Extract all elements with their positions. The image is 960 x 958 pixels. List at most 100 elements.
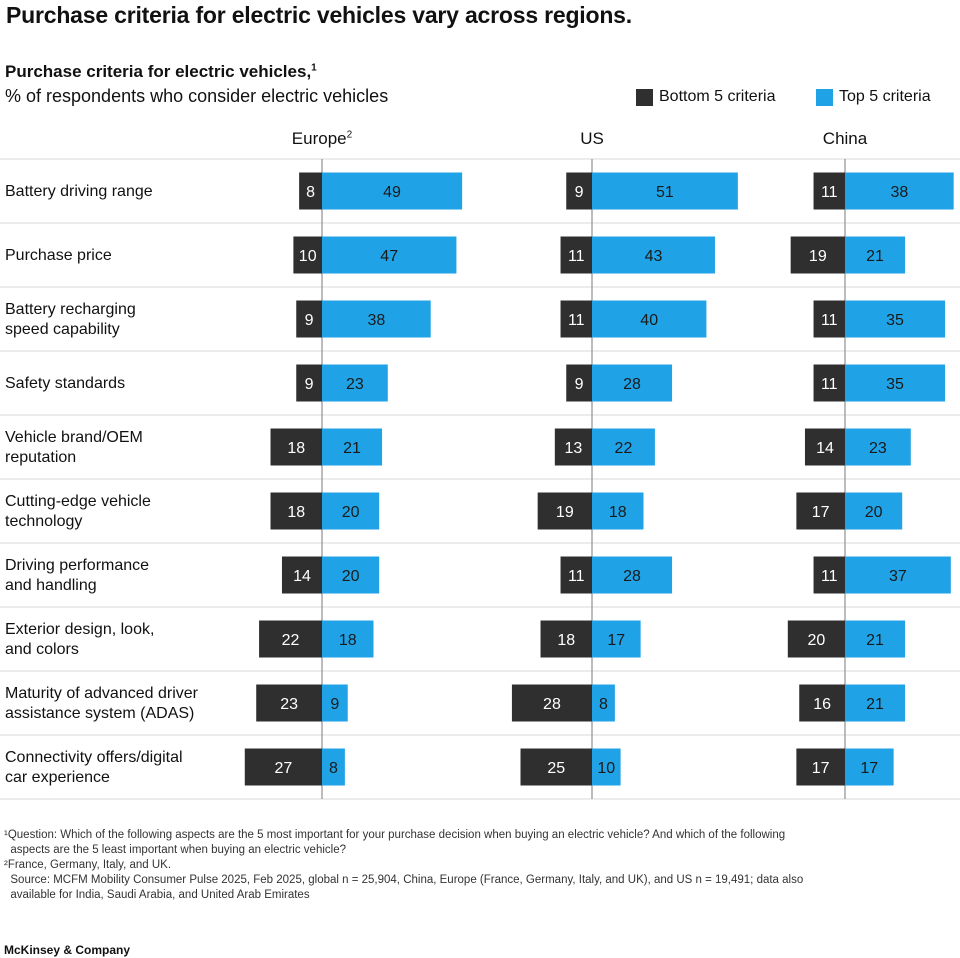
bar-top-europe	[322, 684, 348, 722]
value-label-top-us: 51	[656, 184, 674, 201]
bar-top-us	[592, 556, 673, 594]
category-label: Battery driving range	[5, 183, 153, 200]
category-label-line: reputation	[5, 449, 76, 466]
bar-bottom-china	[813, 300, 845, 338]
region-header-us: US	[580, 129, 604, 148]
category-label: Maturity of advanced driver assistance sy…	[5, 685, 199, 722]
value-label-top-europe: 9	[330, 696, 339, 713]
bar-bottom-china	[813, 364, 845, 402]
footnote-2: ²France, Germany, Italy, and UK.	[4, 859, 172, 871]
value-label-bottom-china: 16	[813, 696, 831, 713]
bar-bottom-us	[560, 300, 592, 338]
bar-bottom-china	[804, 428, 845, 466]
bar-top-us	[592, 300, 707, 338]
legend-top: Top 5 criteria	[816, 88, 931, 106]
value-label-top-europe: 18	[339, 632, 357, 649]
value-label-bottom-china: 19	[809, 248, 827, 265]
value-label-bottom-china: 11	[821, 184, 838, 201]
category-label: Vehicle brand/OEM reputation	[5, 429, 143, 466]
brand-name: McKinsey & Company	[4, 943, 131, 957]
value-label-bottom-us: 28	[543, 696, 561, 713]
value-label-top-us: 28	[623, 568, 641, 585]
category-label: Driving performance and handling	[5, 557, 149, 594]
bar-bottom-us	[537, 492, 592, 530]
category-label-line: Exterior design, look,	[5, 621, 154, 638]
bar-top-us	[592, 236, 715, 274]
bar-bottom-us	[554, 428, 592, 466]
legend-top-label: Top 5 criteria	[839, 88, 931, 105]
bar-top-china	[845, 172, 954, 210]
footnote-1: ¹Question: Which of the following aspect…	[4, 829, 786, 856]
category-label-line: Battery driving range	[5, 183, 153, 200]
category-label: Battery recharging speed capability	[5, 301, 136, 338]
value-label-bottom-us: 9	[575, 184, 584, 201]
bar-bottom-europe	[293, 236, 322, 274]
category-label-line: Purchase price	[5, 247, 112, 264]
category-label-line: Cutting-edge vehicle	[5, 493, 151, 510]
value-label-bottom-europe: 10	[299, 248, 317, 265]
bar-bottom-us	[566, 364, 592, 402]
value-label-bottom-us: 13	[565, 440, 583, 457]
bar-top-europe	[322, 748, 345, 786]
value-label-top-china: 20	[865, 504, 883, 521]
value-label-top-europe: 23	[346, 376, 364, 393]
footnotes: ¹Question: Which of the following aspect…	[4, 828, 934, 903]
headline: Purchase criteria for electric vehicles …	[6, 2, 632, 28]
bar-bottom-europe	[256, 684, 322, 722]
chart-title: Purchase criteria for electric vehicles,…	[5, 62, 317, 81]
legend-top-swatch	[816, 88, 833, 106]
bar-bottom-china	[813, 172, 845, 210]
bar-top-us	[592, 428, 655, 466]
bar-top-us	[592, 684, 615, 722]
category-label-line: and colors	[5, 641, 79, 658]
category-label-line: speed capability	[5, 321, 120, 338]
bar-top-china	[845, 556, 951, 594]
bar-bottom-us	[560, 236, 592, 274]
legend-bottom-label: Bottom 5 criteria	[659, 88, 776, 105]
value-label-bottom-us: 11	[568, 568, 585, 585]
category-label: Exterior design, look, and colors	[5, 621, 154, 658]
bar-bottom-china	[787, 620, 845, 658]
value-label-top-china: 35	[886, 312, 904, 329]
bar-top-us	[592, 364, 673, 402]
bar-bottom-china	[796, 748, 845, 786]
bar-bottom-china	[813, 556, 845, 594]
value-label-bottom-china: 11	[821, 376, 838, 393]
value-label-top-europe: 20	[342, 504, 360, 521]
value-label-bottom-us: 9	[575, 376, 584, 393]
bar-top-europe	[322, 236, 457, 274]
value-label-top-china: 21	[866, 696, 884, 713]
value-label-bottom-us: 19	[556, 504, 574, 521]
value-label-bottom-china: 11	[821, 312, 838, 329]
bar-top-china	[845, 748, 894, 786]
value-label-bottom-europe: 27	[274, 760, 292, 777]
value-label-bottom-us: 11	[568, 248, 585, 265]
bar-top-china	[845, 620, 906, 658]
bar-bottom-china	[796, 492, 845, 530]
bar-bottom-europe	[299, 172, 322, 210]
category-label-line: Battery recharging	[5, 301, 136, 318]
value-label-top-europe: 47	[380, 248, 398, 265]
value-label-top-china: 35	[886, 376, 904, 393]
category-label-line: Driving performance	[5, 557, 149, 574]
bar-top-china	[845, 428, 911, 466]
legend-bottom-swatch	[636, 88, 653, 106]
bar-top-europe	[322, 620, 374, 658]
category-label-line: Safety standards	[5, 375, 125, 392]
category-label-line: car experience	[5, 769, 110, 786]
region-header-china: China	[822, 129, 868, 148]
chart-subtitle: % of respondents who consider electric v…	[5, 86, 389, 106]
value-label-bottom-europe: 22	[282, 632, 300, 649]
category-label-line: technology	[5, 513, 82, 530]
bar-top-us	[592, 748, 621, 786]
bar-bottom-europe	[259, 620, 322, 658]
value-label-top-us: 40	[640, 312, 658, 329]
bar-top-us	[592, 172, 738, 210]
value-label-bottom-europe: 9	[305, 312, 314, 329]
value-label-bottom-europe: 18	[287, 504, 305, 521]
value-label-top-us: 18	[609, 504, 627, 521]
bar-top-europe	[322, 300, 431, 338]
value-label-bottom-europe: 18	[287, 440, 305, 457]
bar-bottom-europe	[270, 492, 322, 530]
bar-top-europe	[322, 364, 388, 402]
